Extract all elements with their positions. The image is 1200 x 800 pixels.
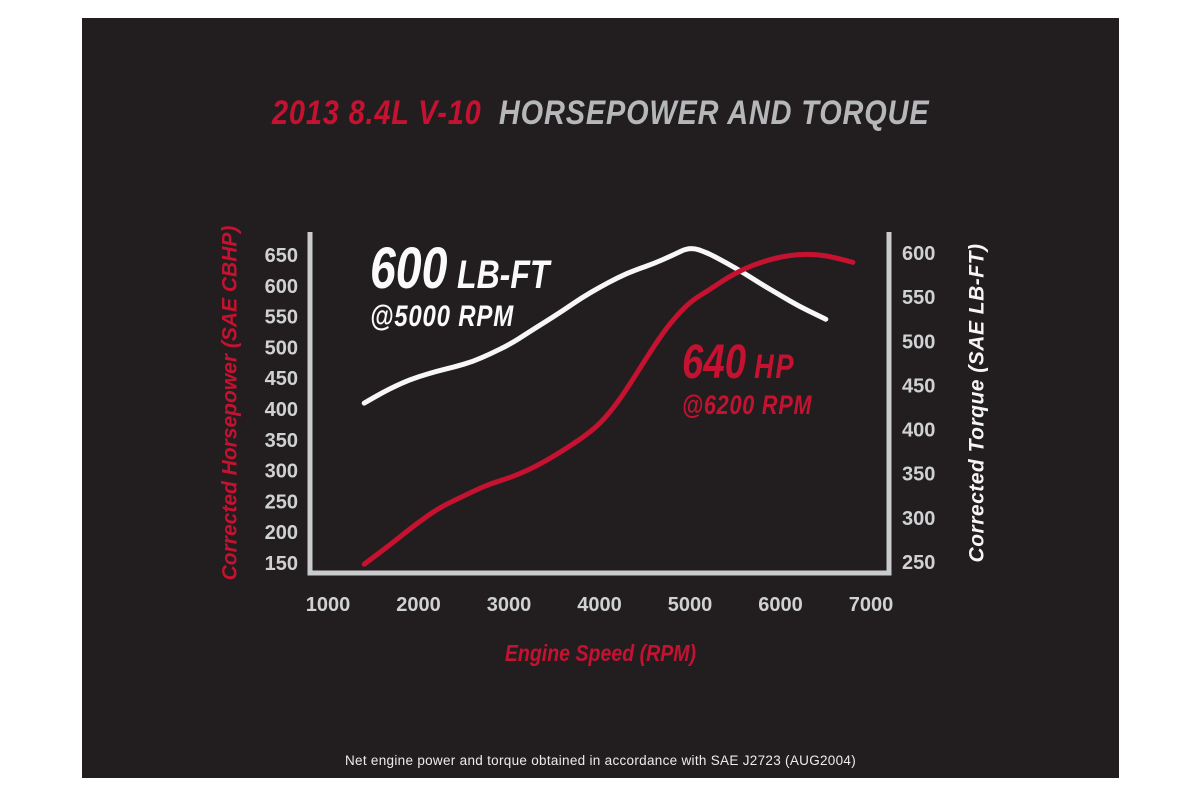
- title-rest-text: HORSEPOWER AND TORQUE: [498, 94, 930, 132]
- torque-peak-annotation: 600 LB-FT @5000 RPM: [370, 240, 594, 332]
- torque-tick-label: 600: [902, 243, 935, 265]
- footnote-text: Net engine power and torque obtained in …: [344, 753, 857, 768]
- left-axis-title: Corrected Horsepower (SAE CBHP): [218, 225, 242, 581]
- torque-tick-label: 300: [902, 508, 935, 530]
- torque-curve: [361, 246, 829, 406]
- torque-tick-label: 400: [902, 420, 935, 442]
- hp-tick-label: 650: [265, 245, 298, 267]
- x-axis-title: Engine Speed (RPM): [82, 642, 1119, 665]
- chart-panel: 2013 8.4L V-10 HORSEPOWER AND TORQUE 100…: [82, 18, 1119, 778]
- hp-tick-label: 200: [265, 522, 298, 544]
- x-tick-label: 5000: [668, 594, 713, 616]
- x-tick-label: 2000: [396, 594, 441, 616]
- title-model-text: 2013 8.4L V-10: [271, 94, 482, 132]
- axis-frame: [307, 232, 892, 576]
- torque-peak-unit: LB-FT: [457, 253, 550, 297]
- x-tick-label: 3000: [487, 594, 532, 616]
- x-tick-label: 4000: [577, 594, 622, 616]
- hp-peak-value: 640: [682, 336, 747, 389]
- hp-tick-label: 350: [265, 430, 298, 452]
- hp-tick-label: 450: [265, 368, 298, 390]
- torque-tick-label: 350: [902, 464, 935, 486]
- x-tick-label: 7000: [849, 594, 894, 616]
- hp-tick-label: 500: [265, 337, 298, 359]
- torque-tick-label: 450: [902, 375, 935, 397]
- hp-peak-annotation: 640 HP @6200 RPM: [682, 339, 845, 419]
- torque-peak-value: 600: [370, 236, 448, 301]
- x-tick-label: 6000: [758, 594, 803, 616]
- torque-tick-label: 250: [902, 552, 935, 574]
- right-axis-title: Corrected Torque (SAE LB-FT): [965, 243, 989, 563]
- hp-tick-label: 400: [265, 399, 298, 421]
- torque-peak-rpm: @5000 RPM: [370, 300, 514, 333]
- horsepower-curve: [361, 251, 856, 567]
- hp-tick-label: 150: [265, 553, 298, 575]
- hp-tick-label: 550: [265, 307, 298, 329]
- torque-tick-label: 550: [902, 287, 935, 309]
- torque-tick-label: 500: [902, 331, 935, 353]
- hp-tick-label: 300: [265, 461, 298, 483]
- x-tick-label: 1000: [306, 594, 351, 616]
- hp-peak-rpm: @6200 RPM: [682, 390, 813, 420]
- x-axis-title-text: Engine Speed (RPM): [504, 640, 697, 666]
- hp-tick-label: 600: [265, 276, 298, 298]
- chart-title: 2013 8.4L V-10 HORSEPOWER AND TORQUE: [82, 96, 1119, 130]
- hp-peak-unit: HP: [754, 348, 796, 386]
- dyno-chart: 1000 2000 3000 4000 5000 6000 7000 650 600 550 500…: [265, 232, 935, 616]
- hp-tick-label: 250: [265, 491, 298, 513]
